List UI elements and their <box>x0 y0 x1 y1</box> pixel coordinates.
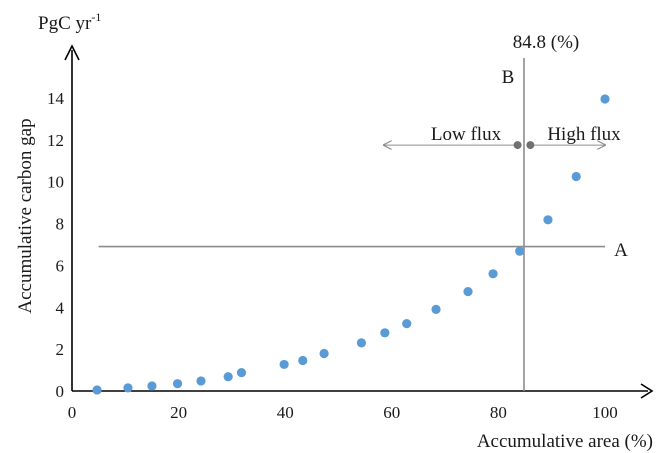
data-point <box>571 171 581 182</box>
y-tick-labels: 0 2 4 6 8 10 12 14 <box>47 89 65 401</box>
y-tick-label: 4 <box>56 298 65 317</box>
y-unit-superscript: -1 <box>91 10 101 24</box>
x-axis-arrow <box>640 383 654 399</box>
y-tick-label: 2 <box>56 340 65 359</box>
x-tick-labels: 0 20 40 60 80 100 <box>68 403 618 422</box>
y-axis-label: Accumulative carbon gap <box>15 118 36 313</box>
data-point <box>279 359 289 370</box>
data-point <box>298 355 308 366</box>
y-tick-label: 12 <box>47 131 64 150</box>
x-tick-label: 40 <box>277 403 294 422</box>
y-unit-text: PgC yr <box>38 13 92 34</box>
low-flux-dot <box>513 141 522 150</box>
data-point <box>515 246 525 256</box>
x-tick-label: 80 <box>490 403 507 422</box>
hline-tag-a: A <box>614 240 628 261</box>
vline-tag-b: B <box>502 67 515 88</box>
data-point <box>600 94 610 104</box>
data-point <box>147 381 157 391</box>
data-point <box>319 348 329 359</box>
high-flux-label: High flux <box>547 124 621 145</box>
data-point <box>431 304 441 314</box>
x-axis-label: Accumulative area (%) <box>477 431 653 452</box>
data-point <box>402 319 412 329</box>
data-point <box>463 286 473 297</box>
data-point <box>356 338 367 348</box>
data-point <box>123 383 133 393</box>
data-point <box>380 328 390 338</box>
low-flux-label: Low flux <box>431 124 502 145</box>
y-axis-arrow <box>64 44 80 61</box>
y-tick-label: 0 <box>56 382 65 401</box>
data-point <box>92 385 102 395</box>
data-point <box>223 372 233 382</box>
y-tick-label: 10 <box>47 173 64 192</box>
x-tick-label: 0 <box>68 403 77 422</box>
y-tick-label: 14 <box>47 89 65 108</box>
x-tick-label: 60 <box>383 403 400 422</box>
y-tick-label: 8 <box>56 215 65 234</box>
data-point <box>488 269 498 279</box>
data-point <box>543 215 553 225</box>
data-point <box>172 379 183 389</box>
vline-label: 84.8 (%) <box>513 32 579 53</box>
data-point <box>236 367 247 378</box>
y-tick-label: 6 <box>56 256 65 275</box>
x-tick-label: 20 <box>170 403 187 422</box>
data-point <box>196 376 206 386</box>
high-flux-dot <box>526 141 535 150</box>
x-tick-label: 100 <box>592 403 618 422</box>
y-unit-label: PgC yr-1 <box>38 10 101 34</box>
data-points <box>92 94 610 395</box>
